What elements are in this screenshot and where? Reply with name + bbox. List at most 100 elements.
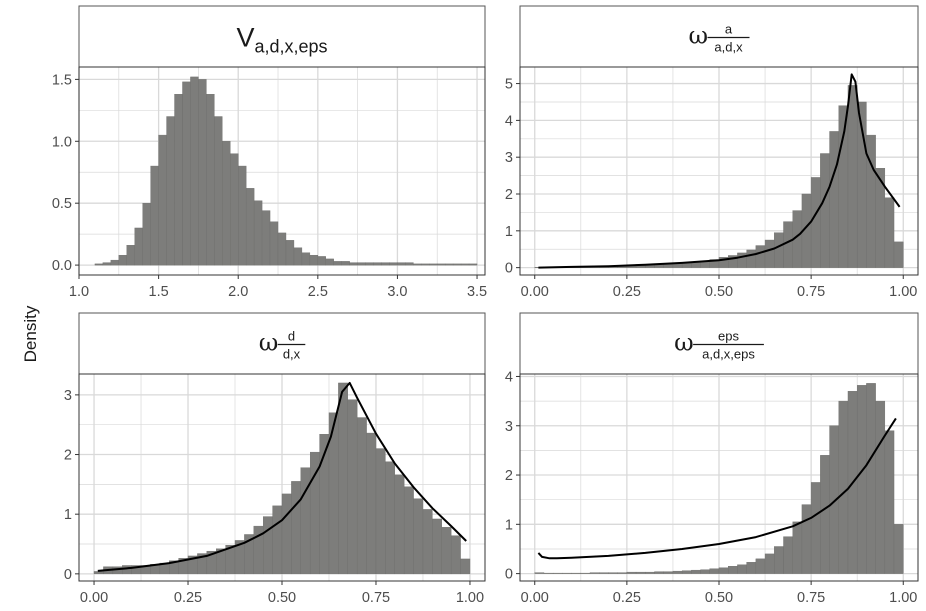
x-tick-label: 1.00 bbox=[889, 590, 917, 606]
histogram-bar bbox=[389, 262, 398, 266]
histogram-bar bbox=[441, 527, 452, 575]
y-tick-label: 1.5 bbox=[52, 72, 72, 88]
histogram-bar bbox=[801, 504, 812, 574]
histogram-bar bbox=[562, 572, 572, 574]
x-tick-label: 3.5 bbox=[467, 284, 487, 300]
x-tick-label: 0.75 bbox=[797, 590, 825, 606]
histogram-bar bbox=[645, 571, 655, 574]
histogram-bar bbox=[421, 263, 430, 266]
histogram-bar bbox=[356, 417, 367, 575]
histogram-bar bbox=[301, 252, 311, 266]
y-tick-label: 4 bbox=[505, 369, 513, 385]
histogram-bars bbox=[94, 76, 478, 266]
histogram-bar bbox=[291, 481, 301, 575]
histogram-bar bbox=[365, 262, 374, 266]
y-tick-label: 4 bbox=[505, 113, 513, 129]
histogram-bar bbox=[444, 263, 454, 266]
histogram-bar bbox=[764, 553, 775, 574]
histogram-bar bbox=[190, 76, 199, 266]
x-tick-label: 0.25 bbox=[613, 590, 641, 606]
x-tick-label: 0.25 bbox=[174, 590, 202, 606]
histogram-bar bbox=[820, 455, 830, 574]
panel-border bbox=[78, 66, 486, 276]
y-tick-label: 1 bbox=[505, 224, 513, 240]
histogram-bar bbox=[589, 572, 600, 574]
x-tick-label: 1.5 bbox=[149, 284, 169, 300]
histogram-bar bbox=[174, 94, 183, 266]
facet-title-numerator: eps bbox=[718, 329, 739, 344]
histogram-bar bbox=[543, 572, 554, 574]
histogram-bar bbox=[580, 572, 591, 574]
y-tick-label: 2 bbox=[505, 187, 513, 203]
y-tick-label: 0 bbox=[505, 567, 513, 583]
histogram-bar bbox=[829, 131, 839, 268]
histogram-bar bbox=[884, 430, 895, 574]
histogram-bar bbox=[893, 241, 904, 268]
histogram-bar bbox=[691, 569, 701, 574]
histogram-bar bbox=[460, 558, 471, 575]
histogram-bar bbox=[792, 521, 803, 574]
histogram-bar bbox=[261, 210, 271, 266]
histogram-bar bbox=[214, 116, 223, 266]
facet-strip bbox=[78, 5, 486, 68]
histogram-bar bbox=[413, 498, 424, 575]
x-tick-label: 2.0 bbox=[228, 284, 248, 300]
histogram-bar bbox=[728, 566, 738, 574]
x-tick-label: 0.50 bbox=[705, 590, 733, 606]
histogram-bar bbox=[820, 153, 830, 268]
histogram-bar bbox=[102, 262, 112, 266]
histogram-bar bbox=[325, 258, 334, 266]
histogram-bar bbox=[838, 400, 849, 574]
histogram-bar bbox=[429, 263, 438, 266]
y-tick-label: 1 bbox=[64, 507, 72, 523]
y-tick-label: 1.0 bbox=[52, 134, 72, 150]
facet-title-subscript: a,d,x,eps bbox=[254, 37, 327, 57]
histogram-bar bbox=[552, 572, 563, 574]
y-tick-label: 2 bbox=[64, 448, 72, 464]
histogram-bar bbox=[142, 202, 151, 266]
histogram-bar bbox=[357, 262, 366, 266]
y-tick-label: 0.0 bbox=[52, 258, 72, 274]
histogram-bar bbox=[672, 570, 683, 574]
histogram-bar bbox=[281, 493, 292, 575]
histogram-bar bbox=[134, 227, 143, 266]
histogram-bar bbox=[126, 245, 135, 266]
facet-title-denominator: d,x bbox=[283, 347, 301, 362]
y-tick-label: 5 bbox=[505, 77, 513, 93]
histogram-bar bbox=[875, 400, 886, 574]
histogram-bar bbox=[866, 383, 876, 574]
histogram-bar bbox=[277, 232, 287, 266]
histogram-bar bbox=[118, 254, 127, 266]
histogram-bar bbox=[349, 262, 358, 266]
histogram-bar bbox=[394, 474, 405, 575]
y-tick-label: 1 bbox=[505, 517, 513, 533]
histogram-bar bbox=[206, 94, 215, 266]
histogram-bar bbox=[437, 263, 446, 266]
y-tick-label: 0.5 bbox=[52, 196, 72, 212]
histogram-bar bbox=[166, 116, 175, 266]
x-tick-label: 0.50 bbox=[705, 284, 733, 300]
facet-strip bbox=[519, 5, 919, 68]
histogram-bar bbox=[884, 197, 895, 268]
histogram-bar bbox=[755, 245, 766, 268]
histogram-bar bbox=[452, 263, 462, 266]
facet-panel-3: ω d d,x 0.00 0.25 0.50 0.75 1.00 0 1 2 3 bbox=[64, 312, 486, 606]
histogram-bar bbox=[397, 262, 406, 266]
density-curve bbox=[537, 417, 897, 560]
y-tick-label: 0 bbox=[505, 261, 513, 277]
x-tick-label: 1.00 bbox=[456, 590, 484, 606]
facet-title-omega: ω bbox=[674, 329, 694, 357]
histogram-bar bbox=[746, 249, 757, 268]
histogram-bar bbox=[238, 165, 247, 266]
facet-strip bbox=[78, 312, 486, 375]
histogram-bar bbox=[663, 571, 674, 574]
histogram-bar bbox=[599, 572, 609, 574]
x-tick-label: 1.00 bbox=[889, 284, 917, 300]
histogram-bar bbox=[534, 572, 545, 574]
facet-panel-4: ω eps a,d,x,eps 0.00 0.25 0.50 0.75 1.00 0 1 2 3 4 bbox=[505, 312, 919, 606]
histogram-bar bbox=[309, 254, 319, 266]
histogram-bar bbox=[468, 263, 478, 266]
density-curve bbox=[97, 381, 467, 572]
histogram-bar bbox=[654, 571, 664, 574]
histogram-bar bbox=[774, 232, 784, 268]
